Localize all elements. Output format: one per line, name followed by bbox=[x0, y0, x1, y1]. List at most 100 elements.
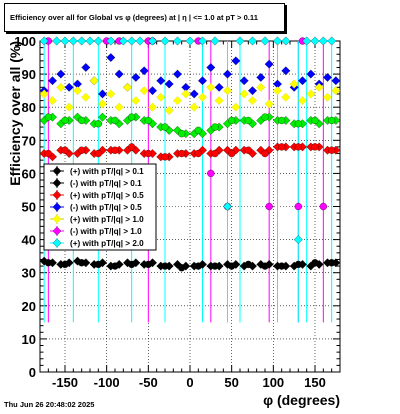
data-point bbox=[156, 76, 166, 86]
y-tick-label: 0 bbox=[29, 365, 36, 380]
data-point bbox=[123, 82, 132, 92]
data-point bbox=[52, 36, 62, 46]
data-point bbox=[198, 76, 207, 86]
legend-label: (-) with pT/|q| > 1.0 bbox=[70, 227, 142, 236]
data-point bbox=[223, 202, 232, 211]
data-point bbox=[68, 36, 78, 46]
data-point bbox=[161, 153, 169, 161]
data-point bbox=[264, 59, 274, 69]
legend-label: (+) with pT/|q| > 1.0 bbox=[70, 215, 144, 224]
data-point bbox=[302, 36, 312, 46]
data-point bbox=[244, 260, 252, 269]
data-point bbox=[256, 72, 266, 82]
y-tick-label: 80 bbox=[22, 100, 36, 115]
data-point bbox=[248, 86, 257, 96]
data-point bbox=[94, 149, 102, 158]
data-point bbox=[173, 125, 182, 135]
data-point bbox=[178, 149, 186, 158]
data-point bbox=[260, 36, 270, 46]
data-point bbox=[60, 36, 70, 46]
data-point bbox=[214, 82, 224, 92]
data-point bbox=[318, 36, 328, 46]
data-point bbox=[281, 36, 291, 46]
data-point bbox=[164, 79, 174, 89]
data-point bbox=[228, 262, 236, 270]
x-tick-label: 150 bbox=[304, 375, 326, 390]
data-point bbox=[148, 36, 157, 46]
data-point bbox=[73, 86, 82, 96]
data-point bbox=[328, 116, 336, 125]
data-point bbox=[306, 69, 316, 79]
legend-label: (+) with pT/|q| > 2.0 bbox=[70, 239, 144, 248]
x-axis-label: φ (degrees) bbox=[263, 392, 340, 408]
data-point bbox=[148, 102, 157, 112]
data-point bbox=[52, 202, 62, 212]
data-point bbox=[111, 146, 119, 154]
data-point bbox=[164, 106, 174, 115]
data-point bbox=[81, 63, 91, 72]
data-point bbox=[48, 76, 57, 86]
data-point bbox=[331, 76, 341, 86]
data-point bbox=[281, 92, 291, 102]
data-point bbox=[52, 226, 62, 236]
legend-label: (-) with pT/|q| > 0.5 bbox=[70, 203, 142, 212]
data-point bbox=[94, 120, 102, 128]
data-point bbox=[106, 53, 116, 62]
y-tick-label: 90 bbox=[22, 67, 36, 82]
data-point bbox=[131, 96, 141, 105]
y-axis-label: Efficiency over all (%) bbox=[7, 41, 23, 186]
data-point bbox=[85, 36, 95, 46]
data-point bbox=[98, 99, 107, 109]
data-point bbox=[44, 149, 52, 158]
data-point bbox=[131, 72, 141, 82]
data-point bbox=[98, 89, 107, 99]
data-point bbox=[244, 146, 252, 154]
data-point bbox=[52, 238, 62, 248]
data-point bbox=[323, 72, 332, 82]
data-point bbox=[223, 69, 232, 79]
data-point bbox=[73, 112, 82, 122]
legend-label: (+) with pT/|q| > 0.1 bbox=[70, 167, 144, 176]
data-point bbox=[139, 66, 149, 76]
data-point bbox=[261, 113, 269, 121]
data-point bbox=[56, 82, 66, 92]
data-point bbox=[278, 143, 286, 151]
y-tick-label: 20 bbox=[22, 299, 36, 314]
data-point bbox=[81, 92, 91, 102]
data-point bbox=[64, 82, 74, 92]
data-point bbox=[206, 63, 216, 72]
y-tick-label: 40 bbox=[22, 233, 36, 248]
data-point bbox=[98, 112, 107, 122]
data-point bbox=[52, 178, 62, 188]
data-point bbox=[61, 260, 69, 269]
data-point bbox=[331, 86, 341, 96]
data-point bbox=[265, 202, 273, 211]
y-tick-label: 60 bbox=[22, 166, 36, 181]
data-point bbox=[94, 260, 102, 269]
data-point bbox=[211, 123, 219, 131]
data-point bbox=[78, 116, 86, 125]
data-point bbox=[189, 102, 199, 112]
data-point bbox=[206, 82, 216, 92]
data-point bbox=[211, 149, 219, 158]
data-point bbox=[173, 260, 182, 269]
x-tick-label: 50 bbox=[224, 375, 238, 390]
data-point bbox=[52, 214, 62, 224]
data-point bbox=[231, 102, 241, 112]
data-point bbox=[161, 262, 169, 270]
data-point bbox=[144, 260, 152, 269]
data-point bbox=[328, 259, 336, 267]
data-point bbox=[61, 116, 69, 125]
data-point bbox=[261, 262, 269, 270]
data-point bbox=[144, 116, 152, 125]
data-point bbox=[211, 262, 219, 270]
data-point bbox=[298, 96, 307, 105]
y-tick-label: 100 bbox=[14, 34, 36, 49]
y-tick-label: 30 bbox=[22, 266, 36, 281]
data-point bbox=[228, 116, 236, 125]
data-point bbox=[273, 36, 282, 46]
data-point bbox=[106, 36, 116, 46]
legend-label: (+) with pT/|q| > 0.5 bbox=[70, 191, 144, 200]
data-point bbox=[181, 89, 191, 99]
data-point bbox=[128, 143, 136, 151]
